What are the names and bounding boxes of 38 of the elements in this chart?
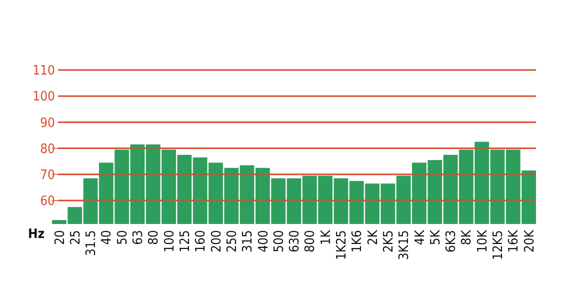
x-tick-label: 4K (412, 230, 428, 246)
x-tick-label: 25 (68, 230, 84, 245)
x-tick-label: 63 (131, 230, 146, 245)
x-tick-label: 20 (52, 230, 68, 245)
x-tick-label: 125 (178, 230, 193, 252)
y-tick-label: 100 (32, 90, 55, 105)
x-tick-label: 315 (240, 230, 256, 252)
x-tick-label: 6K3 (444, 230, 460, 253)
x-tick-label: 160 (194, 230, 209, 252)
x-tick-label: 1K6 (350, 230, 366, 253)
y-tick-label: 80 (40, 142, 55, 157)
x-tick-label: 12K5 (491, 230, 506, 260)
y-tick-label: 90 (40, 116, 55, 131)
y-tick-label: 110 (32, 64, 55, 79)
x-tick-label: 1K (318, 230, 334, 246)
x-tick-label: 31.5 (84, 230, 100, 256)
y-tick-label: 70 (40, 168, 55, 183)
x-tick-label: 200 (209, 230, 224, 252)
x-tick-label: 500 (272, 230, 287, 252)
x-tick-label: 400 (256, 230, 272, 252)
x-tick-label: 40 (100, 230, 115, 245)
x-tick-label: 80 (146, 230, 162, 245)
x-tick-label: 8K (460, 230, 475, 246)
x-tick-label: 3K15 (397, 230, 412, 260)
x-tick-label: 100 (162, 230, 178, 252)
y-tick-label: 60 (40, 194, 55, 210)
x-tick-label: 1K25 (334, 230, 350, 260)
x-tick-label: 20K (522, 230, 538, 253)
x-tick-label: 630 (288, 230, 303, 252)
x-tick-label: 800 (303, 230, 318, 252)
x-tick-label: 50 (115, 230, 130, 245)
x-tick-label: 2K (366, 230, 381, 246)
x-tick-label: 250 (224, 230, 240, 252)
x-tick-label: 10K (475, 230, 490, 253)
x-tick-label: 16K (506, 230, 522, 253)
x-tick-label: 2K5 (381, 230, 396, 253)
x-axis-title: Hz (28, 227, 45, 242)
x-tick-label: 5K (428, 230, 444, 246)
